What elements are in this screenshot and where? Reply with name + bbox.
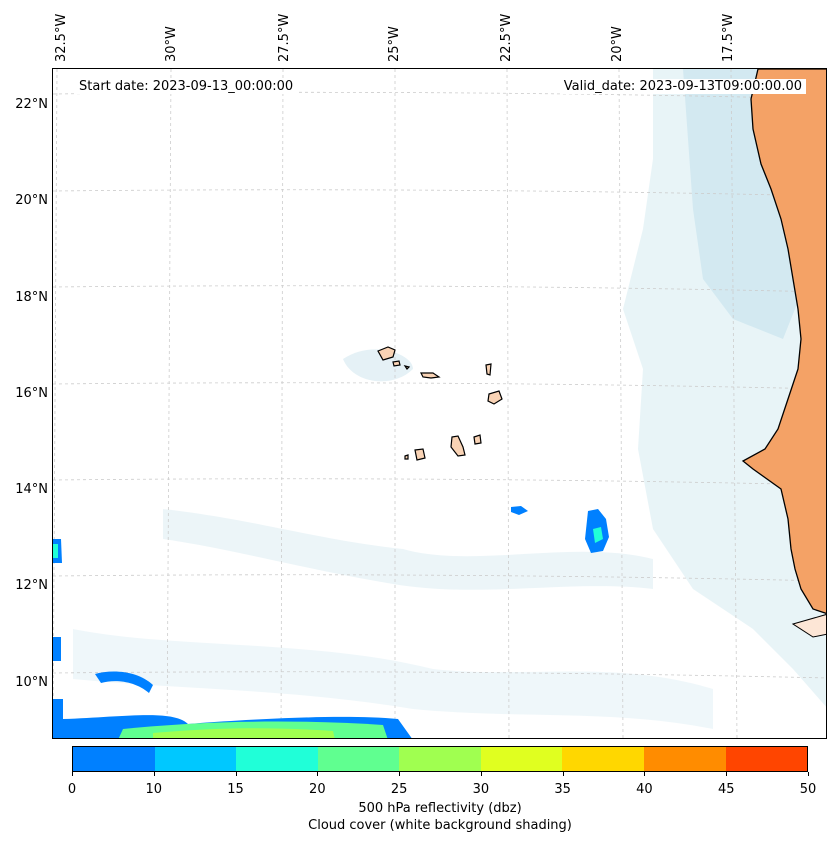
colorbar-tick-mark: [72, 772, 73, 776]
colorbar-segment: [399, 747, 481, 771]
colorbar-tick-label: 0: [67, 782, 77, 797]
reflectivity-patch-small: [511, 506, 528, 515]
lon-label-32.5w: 32.5°W: [54, 13, 69, 62]
reflectivity-patch-west-edge-core: [53, 544, 58, 558]
island-brava: [404, 454, 409, 460]
colorbar-tick-mark: [480, 772, 482, 776]
island-santa-luzia: [403, 365, 411, 370]
island-santiago: [450, 435, 466, 457]
valid-date-label: Valid_date: 2023-09-13T09:00:00.00: [559, 79, 806, 94]
colorbar-label: 500 hPa reflectivity (dbz): [358, 801, 522, 816]
island-sao-nicolau: [420, 372, 441, 379]
gridline-17.5w: [730, 69, 738, 738]
gridline-14n: [53, 478, 826, 486]
gridline-22.5w: [506, 69, 510, 738]
colorbar-segment: [317, 747, 400, 771]
colorbar-segment: [643, 747, 726, 771]
map-panel: Start date: 2023-09-13_00:00:00 Valid_da…: [52, 68, 827, 739]
gridline-20n: [53, 189, 826, 197]
lat-label-22n: 22°N: [15, 97, 48, 112]
island-maio: [473, 434, 482, 445]
colorbar-tick-label: 45: [717, 782, 735, 797]
lat-label-16n: 16°N: [15, 386, 48, 401]
colorbar-tick-mark: [726, 772, 728, 776]
gridline-32.5w: [53, 69, 58, 738]
reflectivity-patch-west-mid: [53, 637, 61, 661]
colorbar-tick-label: 25: [390, 782, 408, 797]
colorbar-segment: [236, 747, 318, 771]
colorbar-sublabel: Cloud cover (white background shading): [308, 818, 572, 833]
island-boa-vista: [487, 390, 503, 405]
africa-land-south: [791, 614, 826, 638]
lat-label-10n: 10°N: [15, 675, 48, 690]
colorbar-segment: [480, 747, 563, 771]
gridline-16n: [53, 382, 826, 390]
lon-label-22.5w: 22.5°W: [499, 13, 514, 62]
cloud-band-central: [163, 509, 653, 590]
island-fogo: [414, 448, 426, 461]
colorbar-tick-label: 35: [554, 782, 571, 797]
colorbar-tick-mark: [399, 772, 401, 776]
gridlines: [53, 69, 826, 738]
colorbar-tick-mark: [808, 772, 809, 776]
lon-label-17.5w: 17.5°W: [721, 13, 736, 62]
colorbar-tick-label: 50: [799, 782, 817, 797]
gridline-20w: [618, 69, 624, 738]
reflectivity-patch-curl: [95, 671, 153, 693]
reflectivity-patches: [53, 506, 609, 738]
lon-label-27.5w: 27.5°W: [277, 13, 292, 62]
start-date-label: Start date: 2023-09-13_00:00:00: [75, 79, 298, 94]
colorbar-segment: [73, 747, 155, 771]
colorbar-tick-mark: [153, 772, 155, 776]
colorbar-tick-label: 30: [472, 782, 490, 797]
gridline-12n: [53, 574, 826, 582]
island-sao-vicente: [392, 360, 401, 367]
lat-label-18n: 18°N: [15, 290, 48, 305]
colorbar-tick-mark: [317, 772, 319, 776]
colorbar-tick-mark: [562, 772, 564, 776]
colorbar-tick-label: 20: [309, 782, 326, 797]
cape-verde-islands: [377, 346, 503, 461]
gridline-30w: [166, 69, 172, 738]
lon-label-30w: 30°W: [164, 26, 179, 62]
lon-label-20w: 20°W: [610, 26, 625, 62]
map-canvas: [53, 69, 826, 738]
lat-label-20n: 20°N: [15, 193, 48, 208]
colorbar-segment: [562, 747, 644, 771]
colorbar-tick-mark: [235, 772, 237, 776]
gridline-18n: [53, 285, 826, 293]
island-santo-antao: [377, 346, 396, 361]
lat-label-12n: 12°N: [15, 578, 48, 593]
colorbar-segment: [154, 747, 237, 771]
colorbar-tick-label: 15: [227, 782, 244, 797]
lon-label-25w: 25°W: [387, 26, 402, 62]
gridline-27.5w: [280, 69, 284, 738]
cloud-cover-shading: [73, 69, 826, 729]
colorbar-tick-label: 40: [636, 782, 653, 797]
colorbar-tick-mark: [644, 772, 646, 776]
gridline-10n: [53, 671, 826, 679]
colorbar-tick-label: 10: [145, 782, 163, 797]
colorbar-segment: [725, 747, 808, 771]
cloud-patch-islands: [343, 349, 413, 382]
lat-label-14n: 14°N: [15, 482, 48, 497]
cloud-band-south: [73, 629, 713, 729]
africa-land: [741, 69, 826, 615]
reflectivity-band-south-core: [153, 728, 335, 738]
reflectivity-patch-east-core: [593, 527, 603, 543]
colorbar: [72, 746, 808, 772]
island-sal: [485, 363, 492, 376]
cloud-region-east: [623, 69, 826, 707]
